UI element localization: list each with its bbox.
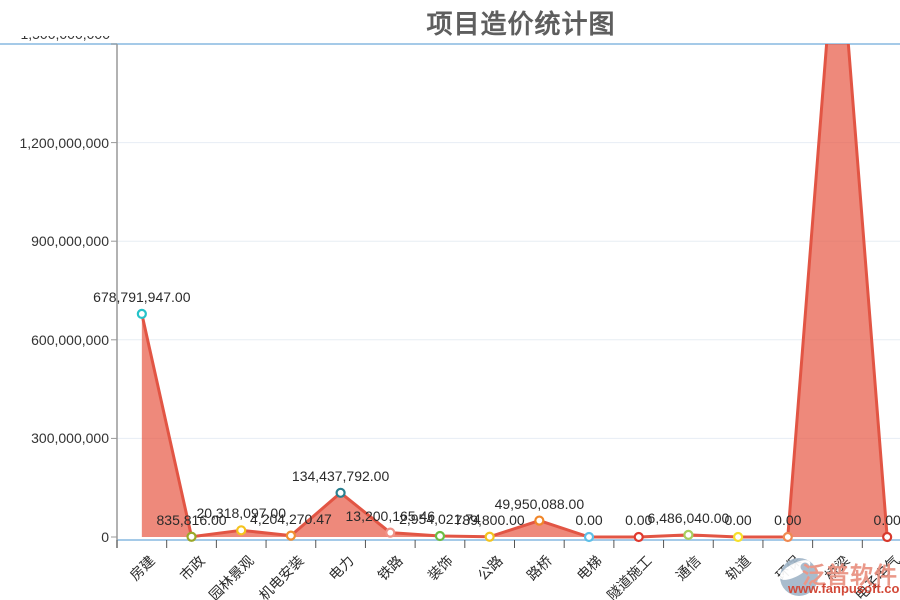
y-axis-label: 0 — [101, 529, 109, 545]
data-point[interactable] — [484, 531, 495, 542]
data-point[interactable] — [385, 527, 396, 538]
data-value-label: 49,950,088.00 — [494, 495, 585, 512]
y-axis-label: 1,200,000,000 — [19, 134, 109, 151]
data-value-label: 835,816.00 — [156, 511, 227, 528]
data-value-label: 20,318,097.00 — [196, 505, 286, 522]
data-value-label: 13,200,165.46 — [345, 507, 436, 524]
chart-title: 项目造价统计图 — [426, 9, 616, 39]
data-point[interactable] — [782, 531, 793, 543]
data-point[interactable] — [683, 529, 694, 540]
data-point[interactable] — [534, 515, 545, 526]
series-area — [141, 44, 888, 537]
data-point[interactable] — [285, 530, 297, 541]
data-value-label: 0.00 — [724, 512, 752, 528]
data-value-label: 0.00 — [625, 512, 653, 528]
data-value-label: 0.00 — [774, 512, 802, 528]
data-value-label: 134,437,792.00 — [291, 467, 390, 484]
series-line — [140, 44, 889, 539]
data-value-label: 789,800.00 — [454, 511, 525, 528]
fanpu-logo-icon — [779, 558, 818, 596]
data-value-label: 6,486,040.00 — [647, 509, 730, 526]
data-point[interactable] — [583, 531, 595, 543]
data-point[interactable] — [882, 531, 893, 543]
data-value-label: 678,791,947.00 — [93, 288, 191, 305]
data-point[interactable] — [136, 308, 147, 320]
data-point[interactable] — [732, 531, 744, 543]
data-point[interactable] — [335, 487, 346, 498]
data-point[interactable] — [434, 530, 446, 542]
watermark-brand: 泛普软件 — [802, 562, 898, 588]
data-value-label: 2,954,021.74 — [399, 511, 481, 528]
data-value-label: 4,204,270.47 — [250, 510, 332, 527]
watermark-url: www.fanpusoft.com — [788, 581, 900, 596]
y-axis-label: 600,000,000 — [31, 331, 109, 348]
data-value-label: 0.00 — [873, 512, 900, 528]
data-point[interactable] — [633, 531, 644, 543]
data-point[interactable] — [186, 531, 197, 542]
y-axis-label: 900,000,000 — [31, 233, 109, 250]
data-point[interactable] — [236, 525, 247, 536]
y-axis-label: 300,000,000 — [31, 430, 109, 447]
data-value-label: 0.00 — [575, 512, 603, 528]
watermark: 泛普软件 www.fanpusoft.com — [770, 550, 900, 600]
